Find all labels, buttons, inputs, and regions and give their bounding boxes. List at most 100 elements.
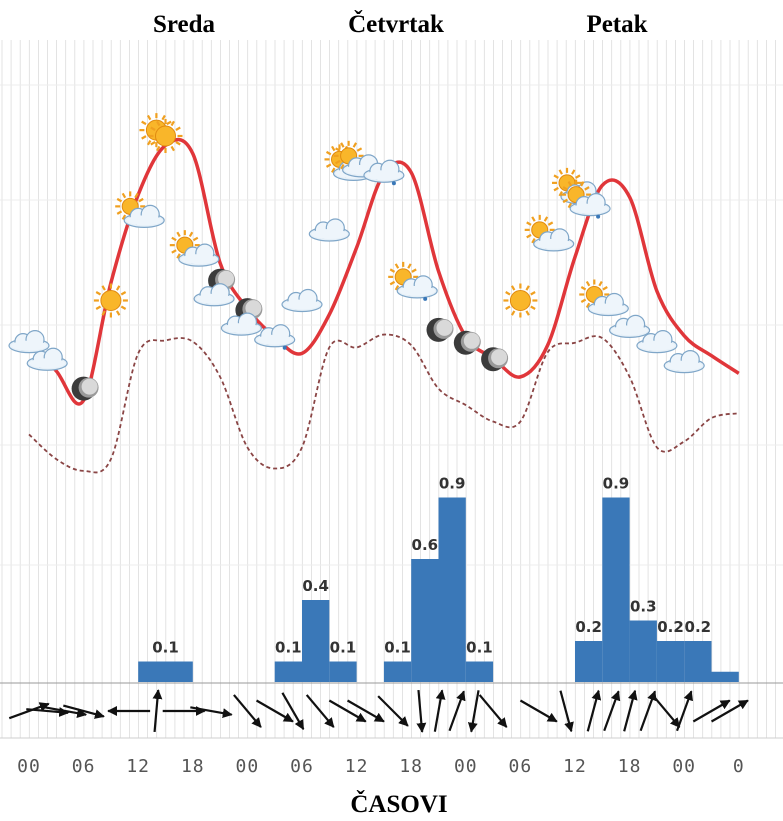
x-tick-label: 12 (126, 756, 150, 777)
sun-ray (526, 233, 532, 239)
sun-cloud-icon (524, 214, 575, 252)
sun-ray (571, 169, 576, 175)
wind-arrow (559, 690, 574, 733)
sun-ray (407, 263, 412, 269)
sun-ray (95, 291, 102, 296)
wind-arrow (63, 704, 105, 719)
sun-cloud-rain-icon (388, 261, 438, 301)
x-tick-label: 06 (72, 756, 96, 777)
moon-cloud-icon (193, 268, 236, 307)
sun-ray (580, 286, 587, 291)
precip-bar-label: 0.1 (466, 639, 493, 657)
sun-ray (411, 268, 417, 273)
sun-ray (166, 120, 172, 126)
sun-ray (575, 174, 581, 179)
sun-ray (171, 236, 177, 242)
sun-ray (116, 210, 123, 215)
sun-icon (503, 283, 538, 318)
sun-ray (335, 147, 341, 152)
sun-ray (505, 305, 511, 310)
weather-icons (8, 113, 705, 401)
cloud-shape (308, 218, 350, 242)
sun-ray (352, 142, 358, 148)
x-axis-ticks: 00 06 12 18 00 06 12 18 00 06 12 18 00 0 (17, 756, 744, 777)
sun-ray (394, 284, 400, 291)
sun-ray (562, 186, 568, 191)
sun-ray (150, 141, 156, 146)
x-tick-label: 00 (236, 756, 260, 777)
day-label-petak: Petak (586, 11, 647, 38)
sun-ray (146, 139, 152, 146)
cloud-shape (8, 330, 50, 354)
sun-disc (509, 290, 531, 311)
sun-ray (156, 120, 161, 127)
sun-ray (567, 181, 573, 187)
wind-arrow (478, 694, 508, 728)
x-tick-label: 00 (17, 756, 41, 777)
sun-ray (192, 236, 199, 242)
wind-arrow (623, 689, 638, 732)
precipitation-bars: 0.1 0.10.40.1 0.10.60.90.10.20.90.30.2 0.2 (138, 475, 739, 682)
precip-bar (629, 620, 657, 682)
sun-ray (95, 305, 102, 310)
moon-light (81, 378, 98, 395)
moon-light (491, 349, 508, 366)
cloud-shape (123, 204, 165, 228)
sun-ray (170, 145, 175, 152)
wind-arrow (675, 690, 693, 732)
sun-ray (530, 291, 536, 296)
precip-bar (711, 671, 739, 682)
cloud-icon (608, 314, 651, 338)
sun-ray (510, 285, 516, 291)
sun-ray (356, 147, 363, 152)
wind-arrow (710, 699, 749, 723)
cloud-shape (663, 350, 705, 374)
cloud-shape (587, 292, 629, 317)
moon-light (463, 332, 480, 349)
wind-arrow (233, 694, 262, 728)
wind-arrow (433, 689, 446, 732)
wind-arrow (305, 694, 335, 728)
sun-disc (100, 290, 122, 311)
sun-ray (134, 192, 139, 199)
dewpoint-series (28, 333, 739, 474)
cloud-icon (26, 347, 68, 371)
precip-bar-label: 0.2 (685, 618, 712, 636)
moon-icon (481, 347, 509, 372)
sun-ray (553, 186, 559, 192)
sun-ray (171, 249, 177, 254)
sun-ray (558, 169, 563, 175)
x-tick-label: 12 (563, 756, 587, 777)
x-tick-label: 06 (509, 756, 533, 777)
sun-icon (93, 283, 128, 318)
precip-bar (656, 641, 685, 682)
sun-ray (340, 142, 345, 148)
wind-arrow (519, 699, 558, 723)
moon-light (218, 270, 235, 287)
rain-drop (423, 296, 428, 301)
precip-bar (465, 661, 494, 682)
moon-cloud-icon (220, 298, 263, 336)
precip-bar (575, 641, 603, 682)
sun-ray (567, 202, 573, 209)
wind-arrow (44, 706, 88, 718)
precip-bar (684, 641, 712, 682)
sun-cloud-icon (169, 230, 220, 267)
cloud-shape (569, 193, 611, 217)
sun-ray (188, 231, 194, 238)
sun-ray (510, 310, 516, 316)
sun-ray (150, 126, 156, 131)
cloud-icon (281, 288, 323, 313)
cloud-shape (193, 283, 235, 307)
sun-ray (161, 114, 166, 121)
cloud-shape (220, 312, 262, 336)
sun-ray (585, 280, 591, 287)
wind-arrow (281, 692, 305, 731)
sun-ray (101, 285, 106, 291)
sun-ray (389, 268, 396, 273)
wind-arrow (377, 695, 409, 727)
sun-ray (141, 135, 147, 140)
sun-ray (120, 305, 127, 310)
sun-ray (325, 163, 332, 168)
sun-ray (602, 286, 608, 291)
